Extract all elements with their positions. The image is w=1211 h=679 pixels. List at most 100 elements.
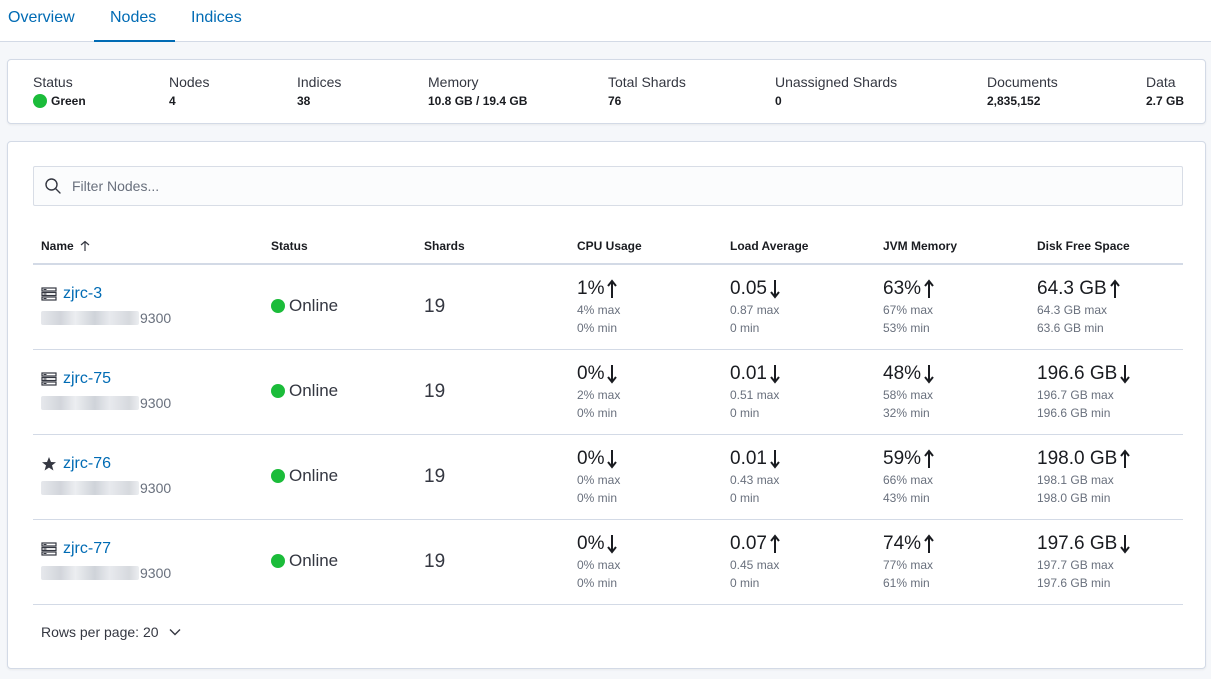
disk-free-space-max: 64.3 GB max — [1037, 303, 1108, 317]
node-name-link[interactable]: zjrc-75 — [63, 370, 112, 387]
trend-up-arrow-icon — [1120, 449, 1131, 468]
server-icon — [41, 287, 57, 301]
summary-nodes: Nodes 4 — [169, 73, 209, 111]
rows-per-page-selector[interactable]: Rows per page: 20 — [41, 624, 182, 640]
redacted-address — [41, 481, 139, 495]
trend-down-arrow-icon — [607, 450, 618, 469]
node-name-link[interactable]: zjrc-3 — [63, 285, 103, 302]
cpu-usage-metric: 0% 0% max 0% min — [577, 532, 620, 592]
summary-total-shards-label: Total Shards — [608, 74, 686, 90]
table-row: zjrc-3 9300 Online 19 1% 4% max 0% min 0.05 0.87… — [33, 265, 1183, 350]
search-icon — [45, 178, 61, 194]
disk-free-space-min: 63.6 GB min — [1037, 321, 1104, 335]
summary-indices: Indices 38 — [297, 73, 341, 111]
disk-free-space-metric: 198.0 GB 198.1 GB max 198.0 GB min — [1037, 447, 1131, 507]
column-header-load-average[interactable]: Load Average — [730, 239, 809, 253]
load-average-min: 0 min — [730, 406, 760, 420]
status-dot-icon — [271, 299, 285, 313]
summary-data: Data 2.7 GB — [1146, 73, 1184, 111]
node-port: 9300 — [140, 310, 172, 326]
node-shards: 19 — [424, 466, 446, 487]
summary-memory-value: 10.8 GB / 19.4 GB — [428, 94, 528, 108]
redacted-address — [41, 396, 139, 410]
summary-indices-label: Indices — [297, 74, 342, 90]
node-shards: 19 — [424, 551, 446, 572]
load-average-value: 0.01 — [730, 363, 767, 384]
load-average-metric: 0.01 0.51 max 0 min — [730, 362, 780, 422]
tab-overview[interactable]: Overview — [8, 9, 75, 26]
disk-free-space-metric: 197.6 GB 197.7 GB max 197.6 GB min — [1037, 532, 1131, 592]
trend-down-arrow-icon — [770, 280, 780, 299]
summary-unassigned-shards: Unassigned Shards 0 — [775, 73, 897, 111]
jvm-memory-max: 67% max — [883, 303, 934, 317]
summary-documents: Documents 2,835,152 — [987, 73, 1058, 111]
cpu-usage-metric: 1% 4% max 0% min — [577, 277, 620, 337]
trend-up-arrow-icon — [770, 534, 780, 553]
filter-nodes-field[interactable] — [33, 166, 1183, 206]
jvm-memory-min: 32% min — [883, 406, 930, 420]
disk-free-space-value: 198.0 GB — [1037, 448, 1118, 469]
load-average-metric: 0.07 0.45 max 0 min — [730, 532, 780, 592]
filter-nodes-input[interactable] — [72, 178, 1072, 194]
cpu-usage-metric: 0% 2% max 0% min — [577, 362, 620, 422]
summary-documents-value: 2,835,152 — [987, 94, 1041, 108]
jvm-memory-min: 53% min — [883, 321, 930, 335]
node-address: 9300 — [41, 310, 171, 326]
disk-free-space-value: 197.6 GB — [1037, 533, 1118, 554]
sort-ascending-icon — [80, 240, 90, 251]
trend-up-arrow-icon — [607, 279, 618, 298]
disk-free-space-value: 196.6 GB — [1037, 363, 1118, 384]
trend-up-arrow-icon — [924, 534, 934, 553]
cpu-usage-min: 0% min — [577, 576, 618, 590]
column-header-name[interactable]: Name — [41, 239, 91, 253]
node-address: 9300 — [41, 480, 171, 496]
node-name-cell: zjrc-75 — [41, 370, 111, 388]
column-header-shards[interactable]: Shards — [424, 239, 465, 253]
node-name-link[interactable]: zjrc-77 — [63, 540, 112, 557]
disk-free-space-min: 198.0 GB min — [1037, 491, 1111, 505]
jvm-memory-metric: 59% 66% max 43% min — [883, 447, 934, 507]
trend-down-arrow-icon — [924, 365, 934, 384]
summary-memory-label: Memory — [428, 74, 479, 90]
trend-down-arrow-icon — [607, 535, 618, 554]
column-header-cpu-usage[interactable]: CPU Usage — [577, 239, 642, 253]
summary-data-label: Data — [1146, 74, 1176, 90]
load-average-min: 0 min — [730, 491, 760, 505]
load-average-value: 0.01 — [730, 448, 767, 469]
disk-free-space-min: 197.6 GB min — [1037, 576, 1111, 590]
status-dot-icon — [33, 94, 47, 108]
summary-status-label: Status — [33, 74, 73, 90]
tab-nodes[interactable]: Nodes — [94, 0, 175, 42]
cpu-usage-value: 0% — [577, 533, 605, 554]
cpu-usage-max: 2% max — [577, 388, 621, 402]
trend-down-arrow-icon — [770, 365, 780, 384]
summary-status: Status Green — [33, 73, 86, 111]
load-average-max: 0.45 max — [730, 558, 780, 572]
cpu-usage-metric: 0% 0% max 0% min — [577, 447, 620, 507]
cpu-usage-max: 4% max — [577, 303, 621, 317]
node-status: Online — [271, 466, 338, 486]
jvm-memory-max: 58% max — [883, 388, 934, 402]
jvm-memory-metric: 63% 67% max 53% min — [883, 277, 934, 337]
node-status: Online — [271, 381, 338, 401]
load-average-value: 0.05 — [730, 278, 767, 299]
table-row: zjrc-76 9300 Online 19 0% 0% max 0% min 0.01 0.4… — [33, 435, 1183, 520]
column-header-jvm-memory[interactable]: JVM Memory — [883, 239, 958, 253]
column-header-disk-free-space[interactable]: Disk Free Space — [1037, 239, 1130, 253]
disk-free-space-value: 64.3 GB — [1037, 278, 1107, 299]
column-header-status[interactable]: Status — [271, 239, 308, 253]
node-name-link[interactable]: zjrc-76 — [63, 455, 112, 472]
jvm-memory-max: 77% max — [883, 558, 934, 572]
jvm-memory-max: 66% max — [883, 473, 934, 487]
trend-down-arrow-icon — [607, 365, 618, 384]
tab-indices[interactable]: Indices — [191, 9, 242, 26]
disk-free-space-metric: 196.6 GB 196.7 GB max 196.6 GB min — [1037, 362, 1131, 422]
load-average-value: 0.07 — [730, 533, 767, 554]
cpu-usage-min: 0% min — [577, 321, 618, 335]
node-status: Online — [271, 551, 338, 571]
cpu-usage-min: 0% min — [577, 491, 618, 505]
node-shards: 19 — [424, 296, 446, 317]
node-port: 9300 — [140, 395, 172, 411]
load-average-min: 0 min — [730, 321, 760, 335]
jvm-memory-metric: 48% 58% max 32% min — [883, 362, 934, 422]
